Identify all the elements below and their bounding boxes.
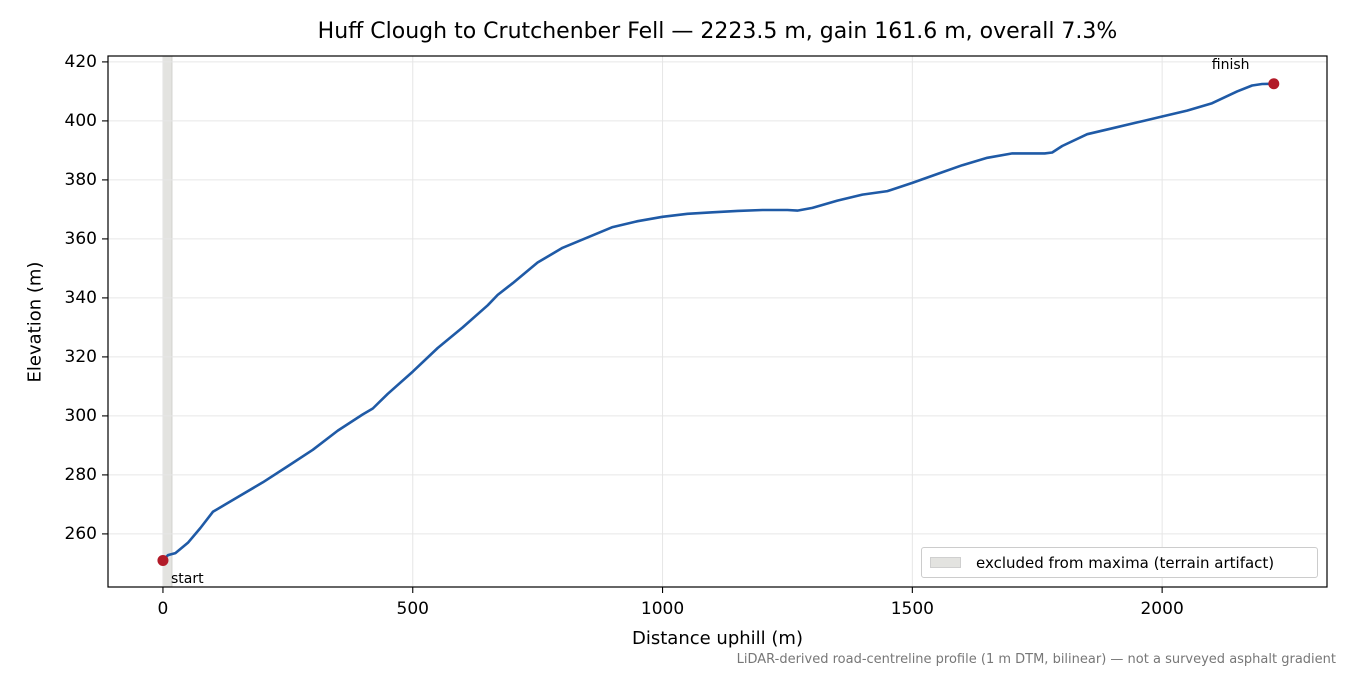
elevation-line-0 bbox=[161, 82, 1276, 562]
start-annotation: start bbox=[170, 571, 204, 588]
x-tick-label-0: 0 bbox=[157, 599, 169, 619]
finish-marker bbox=[1268, 78, 1280, 90]
x-tick-label-3: 1500 bbox=[890, 599, 934, 619]
x-tick-label-1: 500 bbox=[396, 599, 429, 619]
y-axis-label: Elevation (m) bbox=[24, 261, 46, 383]
legend-label-excluded: excluded from maxima (terrain artifact) bbox=[976, 554, 1275, 572]
y-tick-label-5: 360 bbox=[64, 228, 97, 249]
y-tick-label-3: 320 bbox=[64, 346, 97, 367]
y-tick-label-0: 260 bbox=[64, 523, 97, 544]
finish-annotation: finish bbox=[1211, 56, 1250, 73]
y-tick-label-4: 340 bbox=[64, 287, 97, 308]
start-marker bbox=[157, 554, 169, 566]
legend-swatch-excluded bbox=[930, 557, 961, 568]
plot-frame bbox=[107, 55, 1328, 588]
y-tick-label-2: 300 bbox=[64, 405, 97, 426]
footnote: LiDAR-derived road-centreline profile (1… bbox=[736, 652, 1336, 667]
x-tick-label-2: 1000 bbox=[640, 599, 685, 619]
y-tick-label-6: 380 bbox=[64, 169, 97, 190]
y-tick-label-8: 420 bbox=[64, 51, 97, 72]
y-tick-label-7: 400 bbox=[64, 110, 97, 131]
legend: excluded from maxima (terrain artifact) bbox=[921, 547, 1318, 578]
y-tick-label-1: 280 bbox=[64, 464, 97, 485]
x-axis-label: Distance uphill (m) bbox=[632, 628, 803, 649]
x-tick-label-4: 2000 bbox=[1140, 599, 1184, 619]
chart-title: Huff Clough to Crutchenber Fell — 2223.5… bbox=[317, 19, 1118, 44]
excluded-band bbox=[162, 55, 173, 588]
